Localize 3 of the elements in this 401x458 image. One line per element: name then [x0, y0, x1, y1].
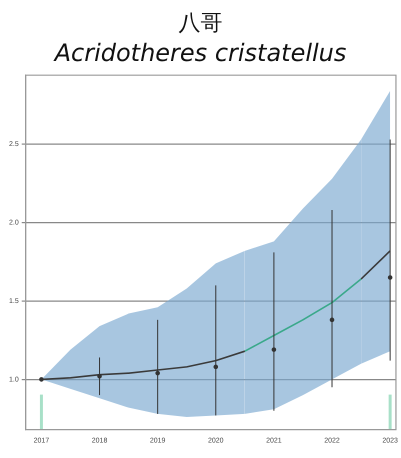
chart-title: 八哥 [178, 10, 224, 38]
point [39, 377, 44, 382]
chart-subtitle: Acridotheres cristatellus [52, 38, 348, 68]
